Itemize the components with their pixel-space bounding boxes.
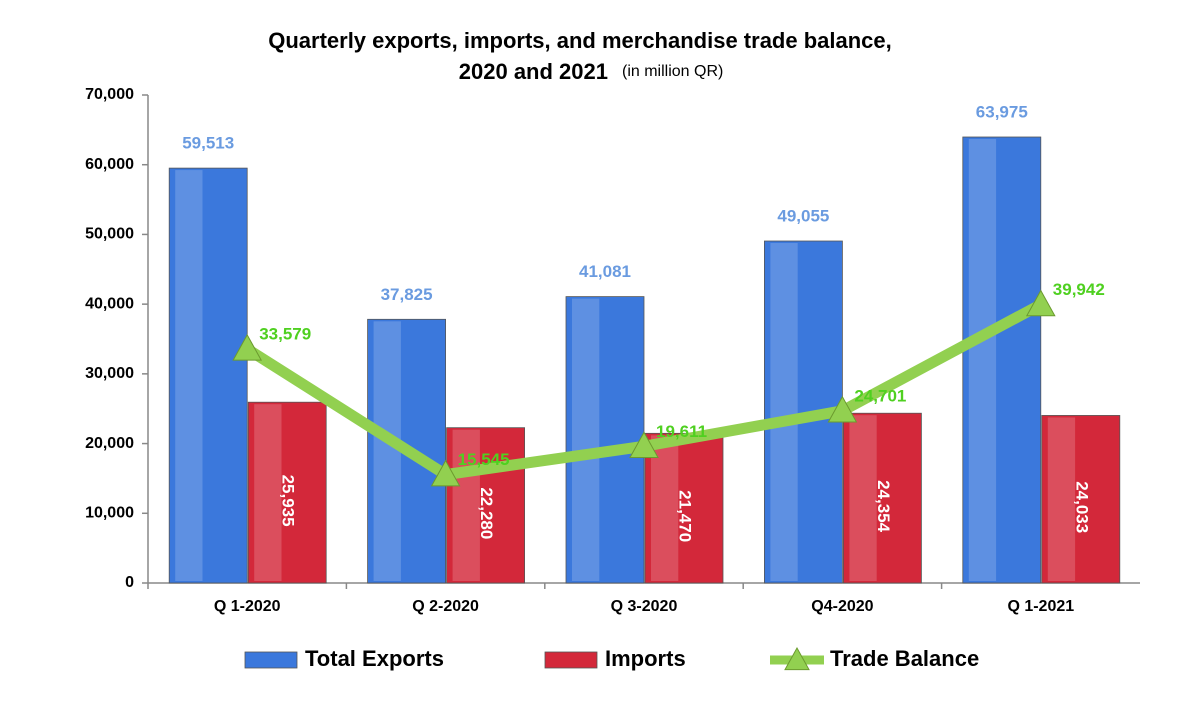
x-tick-label: Q 1-2020	[214, 598, 281, 615]
legend-label: Trade Balance	[830, 646, 979, 671]
data-label: 41,081	[579, 262, 631, 281]
line-marker	[629, 431, 659, 458]
bar	[1041, 415, 1121, 584]
bar	[446, 427, 526, 584]
bar	[644, 432, 724, 584]
data-label: 24,354	[874, 480, 893, 533]
data-label: 24,033	[1072, 481, 1091, 533]
y-tick-label: 30,000	[85, 365, 134, 382]
line-marker	[1025, 289, 1056, 317]
bar	[565, 296, 645, 584]
y-tick-label: 10,000	[85, 505, 134, 522]
x-tick-label: Q 2-2020	[412, 598, 479, 615]
chart-title: 2020 and 2021	[459, 59, 608, 84]
bar-highlight	[849, 415, 877, 581]
bar-highlight	[572, 298, 600, 581]
bar-highlight	[175, 170, 203, 581]
bar	[168, 167, 248, 584]
bar-highlight	[968, 139, 997, 581]
y-tick-label: 40,000	[85, 295, 134, 312]
data-label: 19,611	[656, 422, 707, 441]
data-label: 39,942	[1053, 280, 1105, 299]
legend-swatch	[544, 651, 598, 669]
data-label: 33,579	[259, 324, 311, 343]
data-label: 24,701	[854, 386, 906, 405]
y-tick-label: 20,000	[85, 435, 134, 452]
chart-subtitle: (in million QR)	[622, 63, 723, 80]
data-label: 22,280	[477, 487, 496, 539]
data-label: 15,545	[458, 450, 510, 469]
data-label: 25,935	[279, 475, 298, 527]
legend-swatch	[244, 651, 298, 669]
data-label: 59,513	[182, 134, 234, 153]
bar-highlight	[770, 243, 798, 581]
data-label: 63,975	[976, 102, 1028, 121]
x-tick-label: Q 3-2020	[611, 598, 678, 615]
line-marker	[430, 459, 461, 487]
bar-highlight	[373, 321, 401, 581]
legend-label: Imports	[605, 646, 686, 671]
line-marker	[827, 395, 858, 423]
bar-highlight	[452, 429, 480, 581]
y-tick-label: 50,000	[85, 226, 134, 243]
y-tick-label: 0	[125, 574, 134, 591]
chart-title: Quarterly exports, imports, and merchand…	[268, 28, 892, 53]
bar	[843, 412, 922, 584]
x-tick-label: Q 1-2021	[1007, 598, 1074, 615]
bar-highlight	[651, 435, 679, 581]
data-label: 37,825	[381, 285, 433, 304]
bar	[247, 401, 327, 584]
bar-highlight	[254, 404, 282, 581]
bar	[962, 136, 1042, 584]
legend-label: Total Exports	[305, 646, 444, 671]
legend-marker	[784, 646, 810, 671]
line-marker	[232, 333, 263, 361]
x-tick-label: Q4-2020	[811, 598, 873, 615]
bar-highlight	[1047, 417, 1076, 581]
data-label: 49,055	[777, 207, 829, 226]
y-tick-label: 60,000	[85, 156, 134, 173]
y-tick-label: 70,000	[85, 86, 134, 103]
data-label: 21,470	[676, 490, 695, 542]
